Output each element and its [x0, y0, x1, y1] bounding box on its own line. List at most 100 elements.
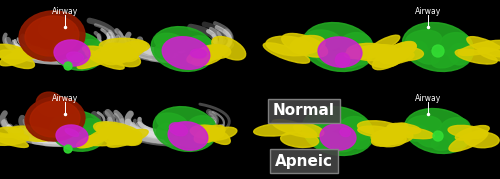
- Ellipse shape: [449, 130, 488, 151]
- Ellipse shape: [60, 102, 76, 114]
- Ellipse shape: [190, 125, 224, 139]
- Ellipse shape: [212, 37, 246, 60]
- Ellipse shape: [340, 33, 372, 57]
- Ellipse shape: [380, 51, 414, 64]
- Ellipse shape: [96, 124, 140, 145]
- Ellipse shape: [455, 49, 498, 64]
- Ellipse shape: [36, 92, 64, 117]
- Ellipse shape: [184, 36, 214, 58]
- Text: Airway: Airway: [52, 94, 78, 103]
- Ellipse shape: [103, 41, 146, 65]
- Ellipse shape: [406, 30, 442, 50]
- Ellipse shape: [266, 36, 314, 56]
- Ellipse shape: [478, 48, 500, 61]
- Ellipse shape: [170, 123, 188, 136]
- Ellipse shape: [464, 132, 499, 148]
- Ellipse shape: [315, 133, 340, 149]
- Text: Normal: Normal: [273, 103, 335, 118]
- Ellipse shape: [416, 132, 439, 147]
- Ellipse shape: [336, 53, 349, 67]
- Ellipse shape: [54, 46, 70, 60]
- Ellipse shape: [187, 45, 228, 64]
- Ellipse shape: [306, 30, 342, 50]
- Ellipse shape: [52, 32, 104, 70]
- Ellipse shape: [154, 43, 174, 59]
- Text: Airway: Airway: [415, 94, 441, 103]
- Ellipse shape: [302, 107, 374, 155]
- Ellipse shape: [449, 43, 470, 65]
- Ellipse shape: [320, 124, 356, 150]
- Ellipse shape: [194, 125, 225, 143]
- Ellipse shape: [14, 47, 48, 59]
- Ellipse shape: [168, 122, 208, 150]
- Ellipse shape: [408, 125, 428, 141]
- Ellipse shape: [340, 128, 350, 137]
- Ellipse shape: [349, 127, 370, 149]
- Ellipse shape: [406, 41, 427, 58]
- Ellipse shape: [50, 111, 106, 151]
- Ellipse shape: [433, 131, 443, 141]
- Ellipse shape: [368, 35, 400, 53]
- Ellipse shape: [156, 123, 176, 139]
- Ellipse shape: [282, 33, 328, 57]
- Ellipse shape: [467, 37, 500, 57]
- Ellipse shape: [306, 41, 327, 58]
- Ellipse shape: [53, 126, 70, 140]
- Ellipse shape: [85, 51, 124, 69]
- Ellipse shape: [318, 37, 362, 67]
- Ellipse shape: [456, 125, 489, 140]
- Ellipse shape: [94, 47, 132, 61]
- Ellipse shape: [60, 133, 80, 145]
- Text: Airway: Airway: [52, 7, 78, 16]
- Ellipse shape: [154, 33, 186, 52]
- Ellipse shape: [390, 47, 424, 61]
- Ellipse shape: [104, 43, 138, 62]
- Ellipse shape: [55, 37, 80, 53]
- Text: Apneic: Apneic: [275, 154, 333, 169]
- Ellipse shape: [372, 42, 416, 70]
- Ellipse shape: [154, 107, 216, 151]
- Ellipse shape: [64, 62, 72, 70]
- Ellipse shape: [386, 126, 434, 139]
- Ellipse shape: [19, 11, 85, 61]
- Ellipse shape: [448, 128, 468, 147]
- Ellipse shape: [66, 52, 84, 62]
- Ellipse shape: [306, 114, 342, 134]
- Ellipse shape: [371, 129, 413, 144]
- Ellipse shape: [164, 131, 186, 144]
- Ellipse shape: [458, 40, 500, 55]
- Ellipse shape: [264, 43, 310, 63]
- Ellipse shape: [408, 116, 442, 133]
- Ellipse shape: [302, 23, 374, 71]
- Ellipse shape: [368, 49, 402, 67]
- Ellipse shape: [194, 126, 214, 146]
- Ellipse shape: [280, 132, 318, 147]
- Ellipse shape: [102, 130, 130, 145]
- Ellipse shape: [205, 127, 237, 140]
- Ellipse shape: [404, 108, 471, 153]
- Ellipse shape: [56, 125, 88, 147]
- Ellipse shape: [331, 134, 360, 152]
- Ellipse shape: [254, 123, 303, 136]
- Ellipse shape: [386, 42, 416, 58]
- Ellipse shape: [431, 50, 460, 68]
- Ellipse shape: [40, 15, 64, 33]
- Ellipse shape: [440, 118, 470, 140]
- Ellipse shape: [65, 129, 78, 136]
- Ellipse shape: [83, 134, 130, 146]
- Ellipse shape: [81, 125, 119, 147]
- Ellipse shape: [388, 123, 421, 134]
- Ellipse shape: [54, 40, 90, 66]
- Ellipse shape: [76, 134, 106, 148]
- Ellipse shape: [86, 128, 103, 146]
- Ellipse shape: [102, 46, 140, 67]
- Ellipse shape: [331, 50, 360, 68]
- Ellipse shape: [82, 46, 128, 61]
- Ellipse shape: [25, 16, 79, 56]
- Ellipse shape: [315, 49, 340, 64]
- Ellipse shape: [0, 134, 28, 145]
- Ellipse shape: [53, 117, 80, 133]
- Ellipse shape: [358, 126, 397, 137]
- Ellipse shape: [432, 45, 444, 57]
- Ellipse shape: [344, 45, 396, 59]
